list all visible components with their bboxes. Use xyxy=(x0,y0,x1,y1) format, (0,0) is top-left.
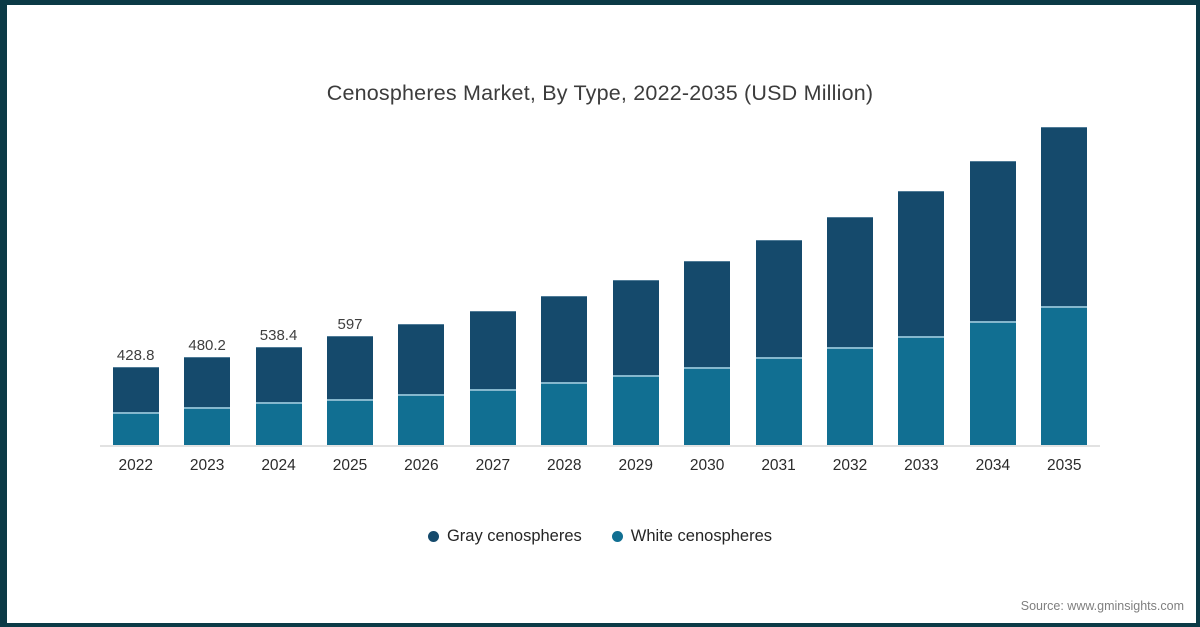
bar-segment-white-cenospheres xyxy=(1041,305,1088,445)
chart-title: Cenospheres Market, By Type, 2022-2035 (… xyxy=(326,81,874,105)
bar-segment-white-cenospheres xyxy=(755,356,802,445)
bar-2027 xyxy=(469,310,516,445)
bar-segment-gray-cenospheres xyxy=(112,366,159,412)
data-label-2024: 538.4 xyxy=(259,326,298,344)
bar-2023 xyxy=(184,357,231,445)
legend-label: White cenospheres xyxy=(630,527,773,545)
bar-2032 xyxy=(827,216,873,445)
data-label-2025: 597 xyxy=(337,315,363,333)
data-label-2022: 428.8 xyxy=(116,346,155,364)
bar-segment-gray-cenospheres xyxy=(755,240,802,357)
x-axis-label-2030: 2030 xyxy=(689,457,725,474)
x-axis-label-2029: 2029 xyxy=(618,457,653,474)
bar-2026 xyxy=(398,324,445,445)
bar-2022 xyxy=(112,366,159,445)
bar-2031 xyxy=(755,240,802,445)
bar-segment-white-cenospheres xyxy=(612,374,659,445)
bar-segment-gray-cenospheres xyxy=(612,279,659,375)
bar-2029 xyxy=(612,279,659,445)
x-axis-label-2026: 2026 xyxy=(404,457,439,474)
bar-2025 xyxy=(327,335,373,445)
bar-segment-white-cenospheres xyxy=(684,366,731,445)
bar-segment-gray-cenospheres xyxy=(827,216,873,347)
legend: Gray cenospheres White cenospheres xyxy=(0,527,1200,546)
bar-2030 xyxy=(684,261,731,445)
x-axis-line xyxy=(100,445,1100,447)
x-axis-label-2023: 2023 xyxy=(189,457,225,474)
x-axis-label-2024: 2024 xyxy=(261,457,296,474)
bar-segment-white-cenospheres xyxy=(541,381,588,445)
bar-segment-white-cenospheres xyxy=(398,393,445,445)
bar-segment-white-cenospheres xyxy=(184,406,231,445)
legend-item-white-cenospheres: White cenospheres xyxy=(611,527,773,546)
bar-segment-white-cenospheres xyxy=(255,402,302,445)
bar-2033 xyxy=(898,190,945,445)
x-axis-label-2027: 2027 xyxy=(475,457,511,474)
bar-segment-white-cenospheres xyxy=(112,411,159,445)
source-text: Source: www.gminsights.com xyxy=(1020,599,1184,613)
x-axis-label-2031: 2031 xyxy=(761,457,796,474)
bar-segment-white-cenospheres xyxy=(827,346,873,445)
legend-item-gray-cenospheres: Gray cenospheres xyxy=(427,527,582,546)
bar-segment-gray-cenospheres xyxy=(255,346,302,403)
x-axis-label-2034: 2034 xyxy=(975,457,1011,474)
bar-segment-gray-cenospheres xyxy=(898,190,945,336)
bar-segment-gray-cenospheres xyxy=(541,296,588,382)
bar-2024 xyxy=(255,346,302,445)
bar-segment-gray-cenospheres xyxy=(1041,126,1088,306)
bar-segment-gray-cenospheres xyxy=(327,335,373,399)
bar-2034 xyxy=(969,160,1016,445)
bar-segment-gray-cenospheres xyxy=(469,310,516,389)
bar-segment-gray-cenospheres xyxy=(398,324,445,394)
bar-2035 xyxy=(1041,126,1088,445)
bar-segment-gray-cenospheres xyxy=(969,160,1016,321)
bar-segment-white-cenospheres xyxy=(469,388,516,445)
bar-segment-white-cenospheres xyxy=(327,398,373,445)
bar-segment-white-cenospheres xyxy=(969,320,1016,445)
data-label-2023: 480.2 xyxy=(188,337,226,355)
legend-label: Gray cenospheres xyxy=(446,527,582,545)
bar-segment-gray-cenospheres xyxy=(184,357,231,407)
x-axis-label-2033: 2033 xyxy=(904,457,939,474)
x-axis-label-2022: 2022 xyxy=(118,457,153,474)
bar-segment-white-cenospheres xyxy=(898,335,945,445)
x-axis-label-2028: 2028 xyxy=(547,457,582,474)
bar-segment-gray-cenospheres xyxy=(684,261,731,367)
legend-dot-icon xyxy=(611,531,623,542)
x-axis-label-2035: 2035 xyxy=(1047,457,1082,474)
bar-2028 xyxy=(541,296,588,445)
x-axis-label-2025: 2025 xyxy=(332,457,368,474)
legend-dot-icon xyxy=(427,531,439,542)
x-axis-label-2032: 2032 xyxy=(832,457,868,474)
